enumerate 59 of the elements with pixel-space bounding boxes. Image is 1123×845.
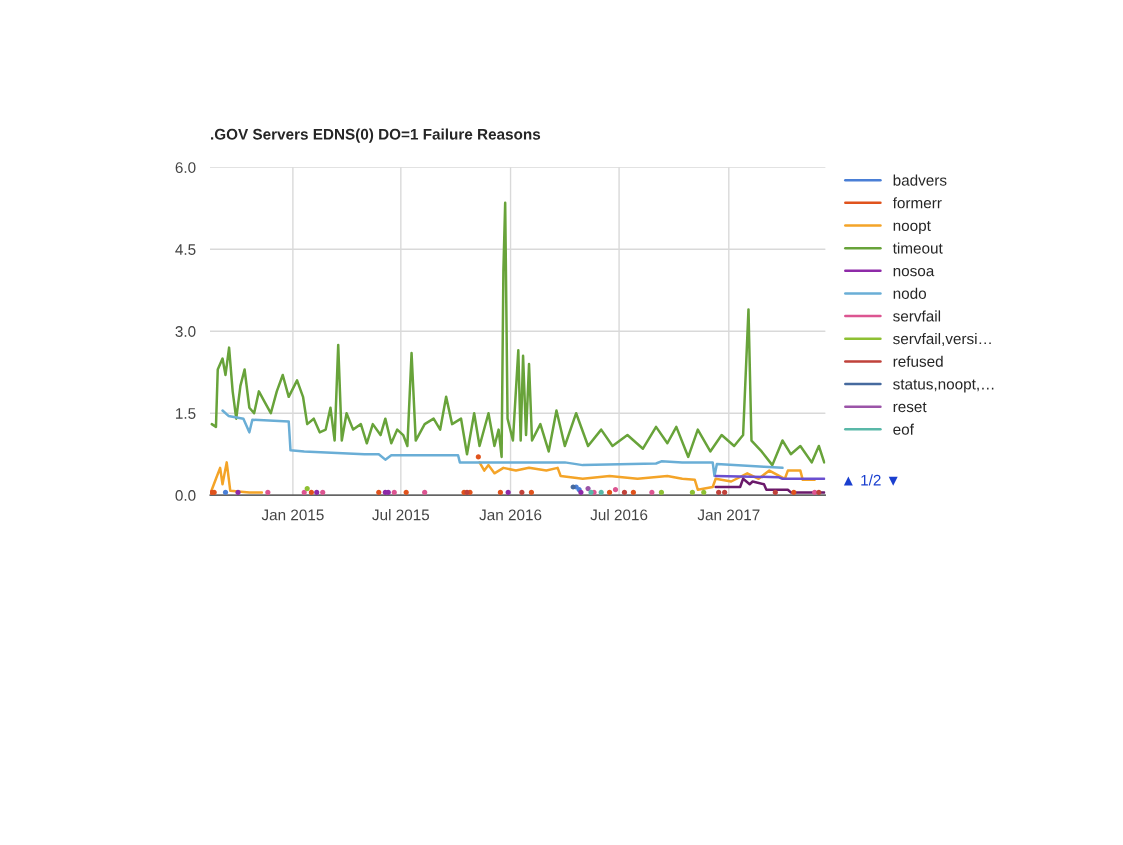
point (265, 489, 271, 496)
x-tick-label: Jan 2017 (697, 509, 760, 521)
point (505, 489, 511, 496)
point (222, 489, 229, 496)
point (722, 489, 728, 496)
point (585, 486, 591, 492)
legend-label: formerr (892, 197, 942, 209)
y-tick-label: 3.0 (175, 326, 196, 337)
legend-label: nodo (893, 287, 927, 299)
legend-label: status,noopt,… (893, 379, 994, 393)
y-tick-label: 6.0 (175, 162, 196, 173)
point (314, 489, 320, 496)
x-tick-label: Jan 2015 (261, 509, 324, 521)
y-tick-label: 4.5 (175, 244, 196, 255)
legend-label: timeout (892, 242, 943, 254)
point (791, 489, 797, 496)
point (403, 489, 409, 496)
point (621, 489, 628, 496)
point (304, 486, 310, 492)
legend-label: eof (893, 423, 914, 435)
legend-label: servfail,versi… (893, 333, 991, 347)
point (689, 489, 696, 496)
legend-label: reset (893, 402, 927, 413)
point (391, 489, 397, 496)
point (528, 489, 535, 496)
point (772, 489, 778, 496)
point (376, 489, 382, 496)
point (320, 489, 326, 496)
point (301, 489, 307, 496)
point (716, 489, 722, 496)
chart-title: .GOV Servers EDNS(0) DO=1 Failure Reasons (211, 128, 541, 143)
point (475, 454, 481, 460)
point (658, 489, 665, 496)
legend-label: badvers (893, 174, 947, 186)
point (235, 489, 241, 496)
y-tick-label: 0.0 (175, 490, 196, 501)
point (497, 489, 504, 496)
x-tick-label: Jul 2015 (372, 509, 430, 521)
point (630, 489, 636, 496)
point (701, 489, 707, 496)
point (816, 489, 822, 496)
point (598, 489, 604, 496)
line-series (210, 201, 826, 467)
point (308, 489, 314, 496)
x-tick-label: Jan 2016 (479, 509, 542, 521)
point (606, 489, 613, 496)
legend-label: servfail (893, 310, 941, 322)
point (649, 489, 655, 496)
point (519, 489, 525, 496)
legend-label: refused (893, 355, 943, 367)
line-series (714, 477, 826, 494)
x-tick-label: Jul 2016 (590, 509, 648, 521)
point (612, 487, 619, 493)
point (422, 489, 428, 496)
legend-label: nosoa (893, 267, 935, 277)
legend-label: noopt (893, 220, 931, 235)
y-tick-label: 1.5 (176, 408, 196, 419)
text: ▲ 1/2 ▼ (843, 474, 898, 486)
line-series (221, 409, 784, 478)
